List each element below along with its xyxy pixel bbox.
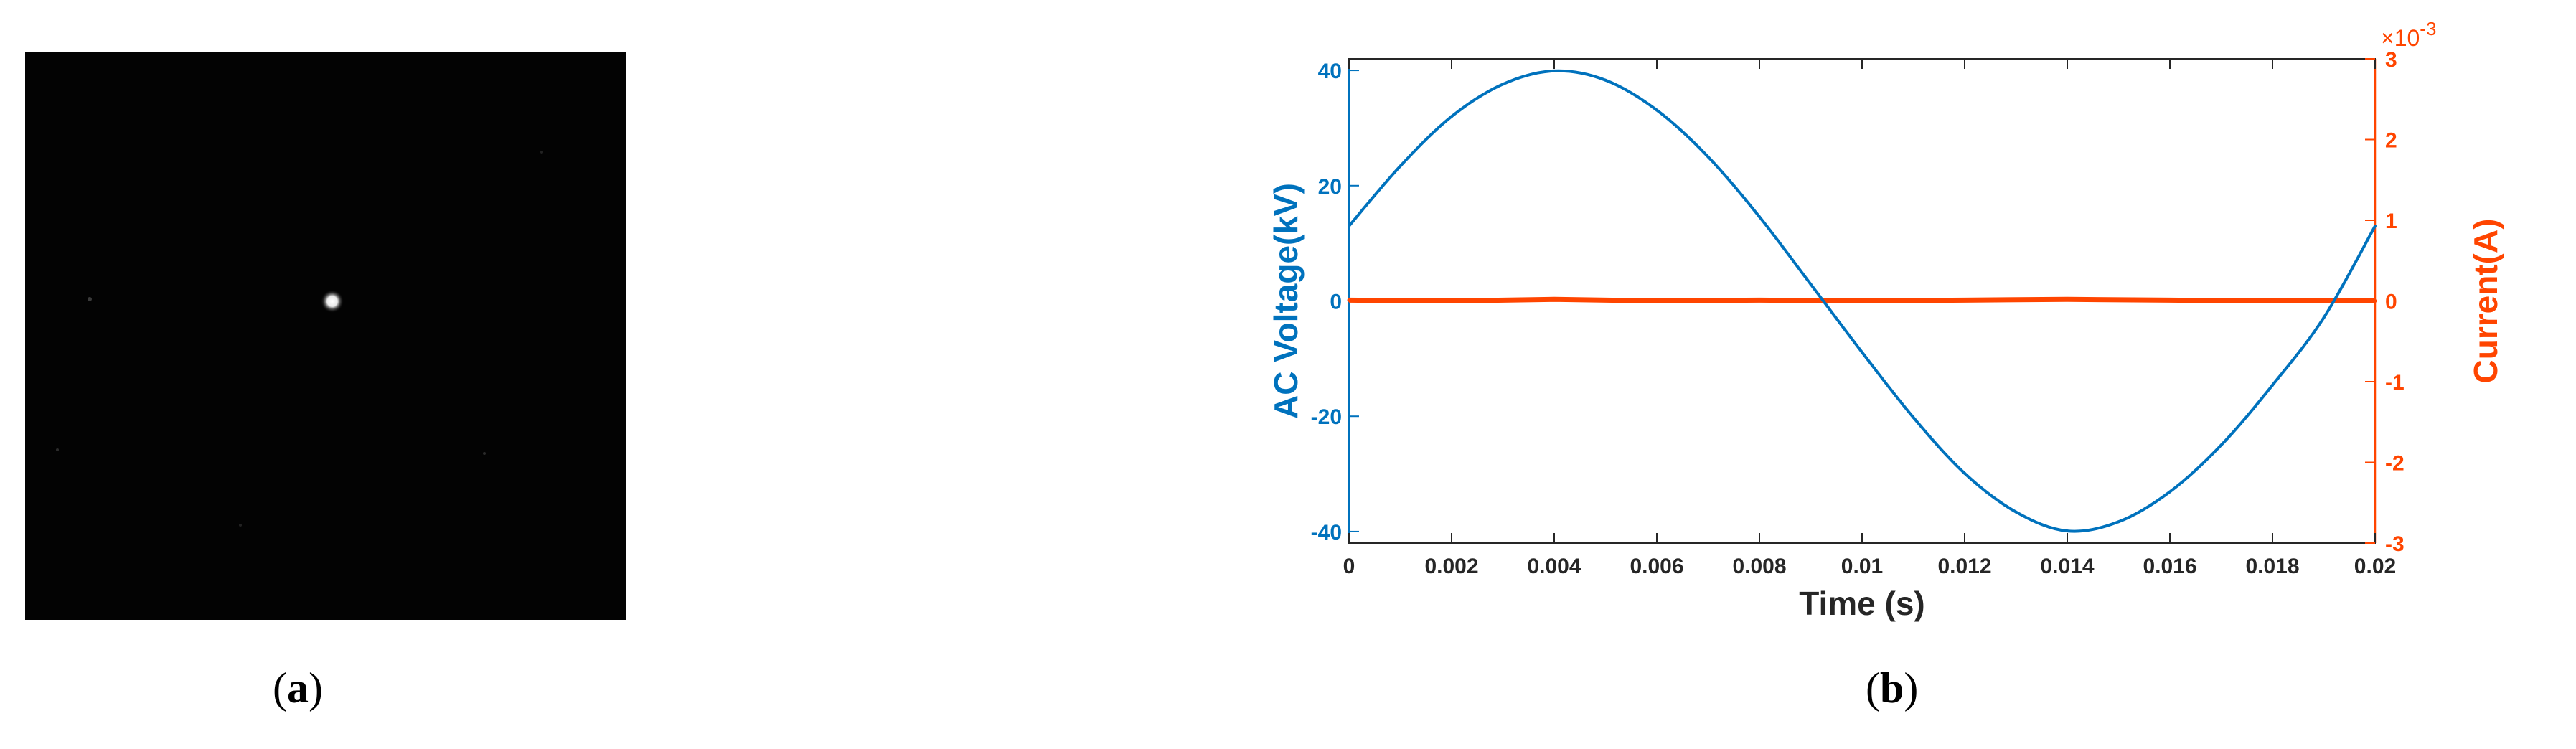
current-data-point	[2270, 299, 2275, 303]
particle-image-svg	[25, 52, 626, 620]
caption-b: (b)	[1866, 664, 1919, 712]
x-tick-label: 0.008	[1732, 555, 1786, 578]
voltage-data-point	[1912, 415, 1915, 419]
y-axis-left-label: AC Voltage(kV)	[1267, 183, 1305, 419]
y-right-tick-label: 0	[2385, 291, 2397, 314]
y-right-tick-label: -3	[2385, 532, 2405, 556]
current-data-point	[1860, 299, 1864, 303]
x-tick-label: 0.006	[1630, 555, 1683, 578]
voltage-data-point	[1809, 283, 1813, 286]
voltage-data-point	[2374, 225, 2377, 228]
voltage-data-point	[2322, 316, 2326, 319]
x-tick-label: 0.014	[2040, 555, 2094, 578]
voltage-data-point	[1604, 78, 1607, 82]
right-axis-exponent: ×10-3	[2381, 18, 2436, 51]
x-tick-label: 0.01	[1841, 555, 1883, 578]
voltage-data-point	[1399, 164, 1402, 168]
y-left-tick-label: 20	[1318, 175, 1342, 199]
y-right-tick-label: 1	[2385, 209, 2397, 233]
voltage-data-point	[2271, 383, 2274, 387]
noise-dot	[239, 524, 242, 527]
y-left-tick-label: -40	[1311, 521, 1342, 545]
voltage-data-point	[2066, 529, 2069, 533]
x-tick-label: 0.018	[2245, 555, 2299, 578]
current-data-point	[2373, 299, 2377, 303]
caption-b-letter: b	[1879, 664, 1904, 712]
noise-dot	[483, 452, 486, 455]
voltage-data-point	[1655, 108, 1658, 112]
x-axis-label: Time (s)	[1799, 585, 1925, 622]
x-tick-label: 0.012	[1937, 555, 1991, 578]
y-left-tick-label: 40	[1318, 60, 1342, 83]
voltage-data-point	[1963, 471, 1966, 475]
x-tick-label: 0.002	[1424, 555, 1478, 578]
voltage-data-point	[1553, 69, 1556, 72]
current-data-point	[2065, 297, 2069, 301]
voltage-current-chart: 0 0.002 0.004 0.006 0.008 0.01 0.012 0.014 0.016…	[1267, 14, 2526, 660]
series-layer	[1347, 69, 2377, 533]
voltage-data-point	[2014, 510, 2018, 514]
y-right-tick-label: -2	[2385, 452, 2405, 476]
exponent-power: -3	[2420, 18, 2436, 39]
x-tick-label: 0.016	[2143, 555, 2196, 578]
current-data-point	[1757, 298, 1762, 302]
y-left-tick-label: -20	[1311, 405, 1342, 429]
y-right-tick-label: 2	[2385, 129, 2397, 153]
voltage-data-point	[1706, 155, 1710, 159]
particle-image	[25, 52, 626, 620]
x-tick-label: 0	[1343, 555, 1355, 578]
x-tick-label: 0.02	[2354, 555, 2396, 578]
y-left-tick-label: 0	[1330, 291, 1342, 314]
current-data-point	[1552, 297, 1556, 301]
caption-a-letter: a	[286, 664, 309, 712]
voltage-data-point	[1501, 83, 1505, 86]
voltage-data-point	[1758, 215, 1761, 219]
voltage-data-point	[2219, 443, 2223, 447]
y-right-tick-label: 3	[2385, 48, 2397, 72]
current-data-point	[1347, 298, 1351, 302]
voltage-data-point	[1861, 351, 1863, 354]
voltage-data-point	[1348, 225, 1350, 228]
exponent-base: ×10	[2381, 25, 2420, 51]
current-data-point	[1655, 299, 1659, 303]
y-axis-right-label: Current(A)	[2467, 219, 2504, 384]
noise-dot	[56, 448, 59, 451]
caption-a: (a)	[273, 664, 323, 712]
voltage-data-point	[2117, 520, 2120, 524]
x-tick-label: 0.004	[1527, 555, 1581, 578]
current-data-point	[2168, 298, 2172, 302]
label-layer: Time (s) AC Voltage(kV) Current(A) ×10-3	[1267, 18, 2504, 622]
current-data-point	[1962, 298, 1967, 302]
noise-dot	[540, 151, 543, 154]
voltage-data-point	[2168, 490, 2171, 494]
y-right-tick-label: -1	[2385, 371, 2405, 395]
axes-layer: 0 0.002 0.004 0.006 0.008 0.01 0.012 0.014 0.016…	[1311, 48, 2405, 578]
noise-dot	[88, 297, 92, 301]
bright-spot	[321, 290, 344, 313]
chart-svg: 0 0.002 0.004 0.006 0.008 0.01 0.012 0.014 0.016…	[1267, 18, 2504, 622]
voltage-data-point	[1450, 115, 1453, 118]
current-data-point	[1449, 299, 1454, 303]
image-background	[25, 52, 626, 620]
